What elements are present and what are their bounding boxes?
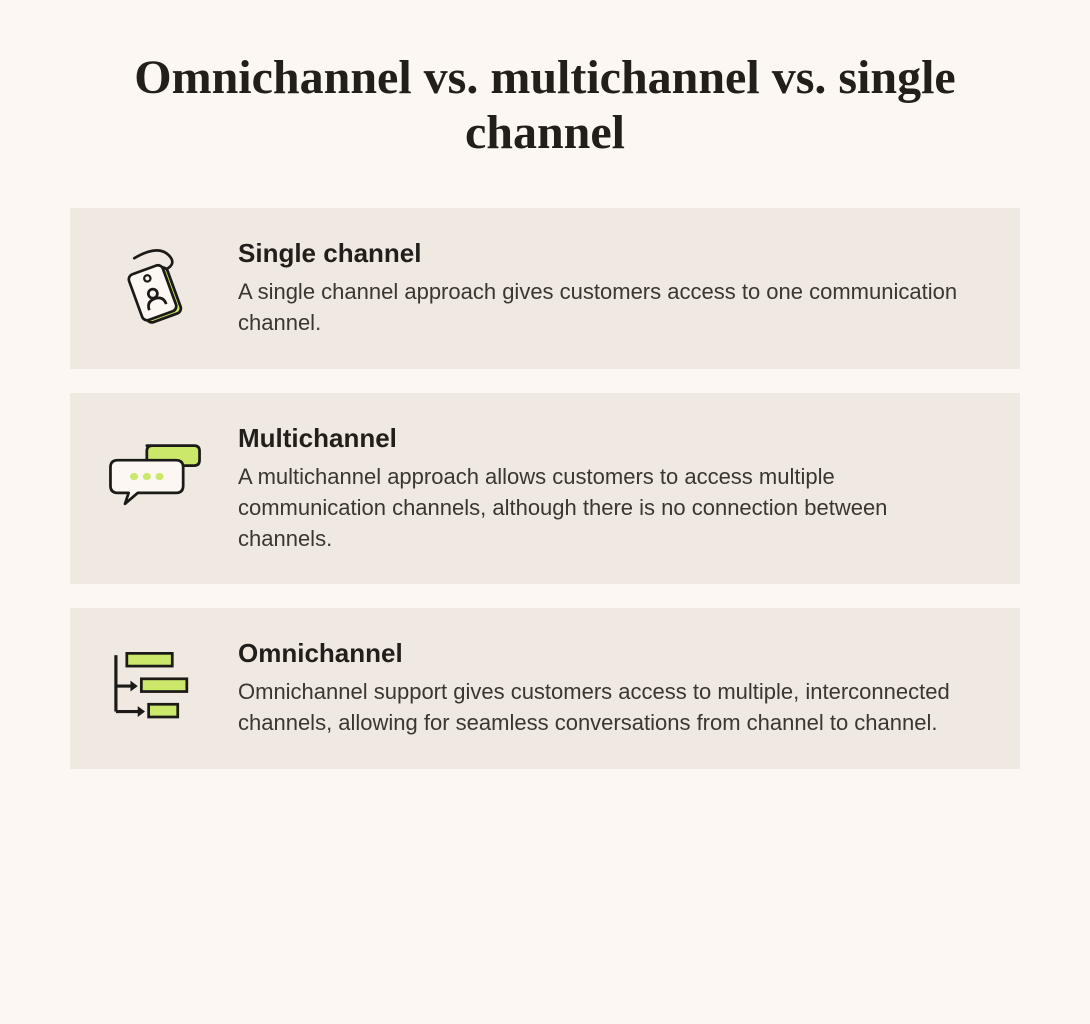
card-multichannel: Multichannel A multichannel approach all…: [70, 393, 1020, 584]
card-body: Multichannel A multichannel approach all…: [238, 423, 980, 554]
card-title: Omnichannel: [238, 638, 980, 669]
flow-arrows-icon: [100, 638, 210, 730]
card-desc: A single channel approach gives customer…: [238, 277, 980, 339]
card-single-channel: Single channel A single channel approach…: [70, 208, 1020, 369]
card-desc: A multichannel approach allows customers…: [238, 462, 980, 554]
card-body: Single channel A single channel approach…: [238, 238, 980, 339]
card-title: Single channel: [238, 238, 980, 269]
card-desc: Omnichannel support gives customers acce…: [238, 677, 980, 739]
card-body: Omnichannel Omnichannel support gives cu…: [238, 638, 980, 739]
card-title: Multichannel: [238, 423, 980, 454]
tag-icon: [100, 238, 210, 334]
card-omnichannel: Omnichannel Omnichannel support gives cu…: [70, 608, 1020, 769]
cards-container: Single channel A single channel approach…: [70, 208, 1020, 769]
page-title: Omnichannel vs. multichannel vs. single …: [70, 50, 1020, 160]
chat-bubbles-icon: [100, 423, 210, 515]
